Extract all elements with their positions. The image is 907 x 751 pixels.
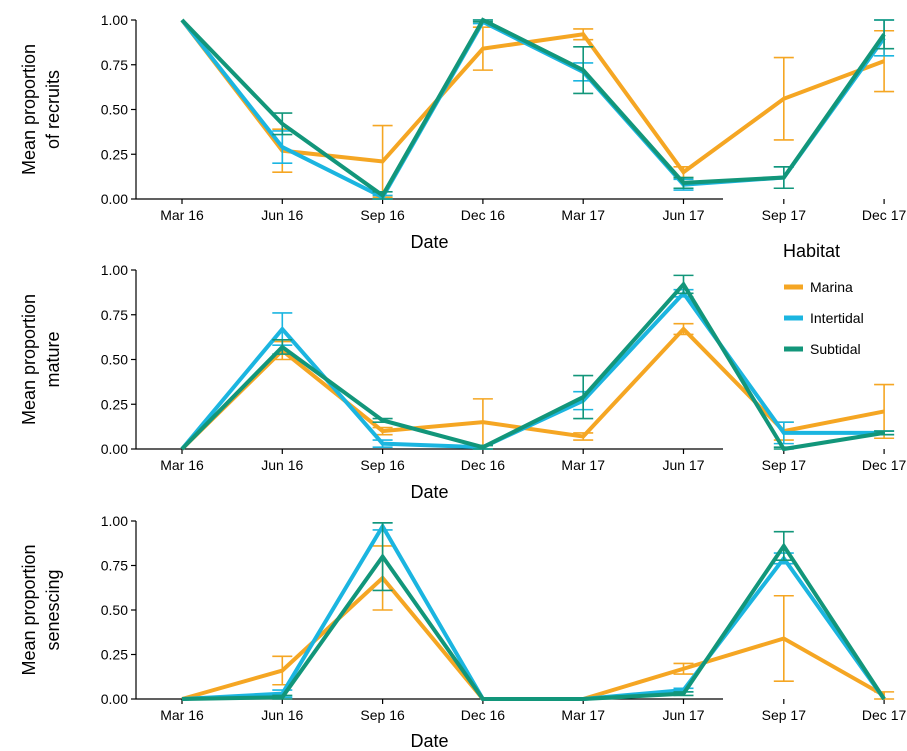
legend-label-intertidal: Intertidal: [810, 310, 864, 326]
panel1-x-tick-label-mar-16: Mar 16: [160, 207, 204, 223]
panel2-x-tick-label-mar-17: Mar 17: [561, 457, 605, 473]
panel1-y-tick-label-1: 0.25: [101, 146, 128, 162]
panel1-y-tick-label-0: 0.00: [101, 191, 128, 207]
panel2-x-tick-label-sep-17: Sep 17: [762, 457, 807, 473]
panel3-y-tick-label-0: 0.00: [101, 691, 128, 707]
panel3-line-subtidal: [181, 542, 886, 701]
panel1-y-tick-label-2: 0.50: [101, 102, 128, 118]
panel2-x-tick-label-jun-16: Jun 16: [261, 457, 303, 473]
panel2-series-intertidal: [180, 288, 895, 451]
panel-2: 0.00 0.25 0.50 0.75 1.00 Mar 16 Jun 16 Sep 16 De…: [19, 262, 906, 502]
panel1-y-axis-title-line-1: Mean proportion: [19, 44, 39, 175]
panel3-y-tick-label-4: 1.00: [101, 513, 128, 529]
legend-title: Habitat: [783, 241, 840, 261]
panel3-x-tick-label-jun-17: Jun 17: [662, 707, 704, 723]
panel1-y-axis-title: Mean proportion of recruits: [19, 44, 63, 175]
panel2-y-tick-label-3: 0.75: [101, 307, 128, 323]
panel3-y-axis-title-line-1: Mean proportion: [19, 544, 39, 675]
panel2-y-tick-label-2: 0.50: [101, 352, 128, 368]
panel2-series-marina: [180, 322, 895, 451]
panel2-y-tick-label-4: 1.00: [101, 262, 128, 278]
panel1-y-tick-label-3: 0.75: [101, 57, 128, 73]
panel2-y-axis-title-line-2: mature: [43, 331, 63, 387]
panel1-x-tick-label-dec-16: Dec 16: [461, 207, 506, 223]
panel1-x-tick-label-dec-17: Dec 17: [862, 207, 907, 223]
panel1-x-tick-label-jun-17: Jun 17: [662, 207, 704, 223]
panels: 0.00 0.25 0.50 0.75 1.00 Mar 16 Jun 16 Sep 16 De…: [19, 12, 906, 751]
legend-item-intertidal: Intertidal: [784, 310, 864, 326]
panel2-line-intertidal: [180, 290, 885, 451]
legend-item-subtidal: Subtidal: [784, 341, 861, 357]
panel3-x-tick-label-mar-17: Mar 17: [561, 707, 605, 723]
panel3-x-axis-title: Date: [410, 731, 448, 751]
panel3-y-axis-title-line-2: senescing: [43, 569, 63, 650]
panel1-x-tick-label-jun-16: Jun 16: [261, 207, 303, 223]
panel2-y-axis-title-line-1: Mean proportion: [19, 294, 39, 425]
panel-3: 0.00 0.25 0.50 0.75 1.00 Mar 16 Jun 16 Sep 16 De…: [19, 513, 906, 751]
legend-label-marina: Marina: [810, 279, 853, 295]
panel1-line-marina: [180, 18, 885, 175]
panel3-x-tick-label-dec-17: Dec 17: [862, 707, 907, 723]
panel3-y-tick-label-1: 0.25: [101, 647, 128, 663]
panel2-x-tick-label-mar-16: Mar 16: [160, 457, 204, 473]
panel2-line-subtidal: [180, 280, 885, 452]
legend-item-marina: Marina: [784, 279, 853, 295]
panel2-x-tick-label-sep-16: Sep 16: [360, 457, 405, 473]
panel2-y-axis-title: Mean proportion mature: [19, 294, 63, 425]
panel1-x-axis-title: Date: [410, 232, 448, 252]
panel3-x-tick-label-jun-16: Jun 16: [261, 707, 303, 723]
panel3-series-marina: [181, 545, 895, 701]
panel1-y-tick-label-4: 1.00: [101, 12, 128, 28]
panel2-y-tick-label-1: 0.25: [101, 396, 128, 412]
panel2-x-tick-label-dec-17: Dec 17: [862, 457, 907, 473]
panel3-x-tick-label-mar-16: Mar 16: [160, 707, 204, 723]
panel2-x-tick-label-dec-16: Dec 16: [461, 457, 506, 473]
panel3-y-axis-title: Mean proportion senescing: [19, 544, 63, 675]
legend-label-subtidal: Subtidal: [810, 341, 861, 357]
panel3-y-tick-label-2: 0.50: [101, 602, 128, 618]
panel1-series-subtidal: [180, 17, 895, 200]
panel3-series-subtidal: [181, 521, 886, 701]
panel3-x-tick-label-sep-17: Sep 17: [762, 707, 807, 723]
panel2-x-axis-title: Date: [410, 482, 448, 502]
panel1-x-tick-label-sep-17: Sep 17: [762, 207, 807, 223]
panel3-x-tick-label-dec-16: Dec 16: [461, 707, 506, 723]
panel2-series-subtidal: [180, 274, 895, 452]
panel3-x-tick-label-sep-16: Sep 16: [360, 707, 405, 723]
panel2-y-tick-label-0: 0.00: [101, 441, 128, 457]
panel2-x-tick-label-jun-17: Jun 17: [662, 457, 704, 473]
panel3-y-tick-label-3: 0.75: [101, 558, 128, 574]
panel1-line-subtidal: [180, 17, 886, 199]
panel3-series-intertidal: [181, 521, 886, 701]
legend: Habitat Marina Intertidal Subtidal: [783, 241, 864, 357]
panel1-y-axis-title-line-2: of recruits: [43, 70, 63, 149]
panel-1: 0.00 0.25 0.50 0.75 1.00 Mar 16 Jun 16 Sep 16 De…: [19, 12, 906, 252]
panel1-x-tick-label-sep-16: Sep 16: [360, 207, 405, 223]
panel1-x-tick-label-mar-17: Mar 17: [561, 207, 605, 223]
panel2-line-marina: [180, 326, 885, 451]
